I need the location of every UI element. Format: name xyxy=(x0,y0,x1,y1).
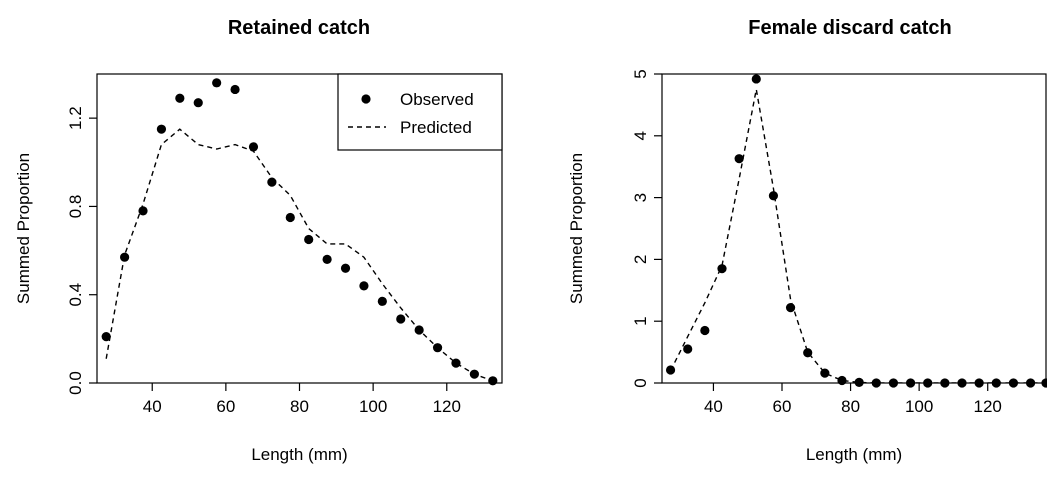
legend-box xyxy=(337,73,503,151)
observed-point xyxy=(820,368,830,378)
observed-point xyxy=(285,212,295,223)
observed-point xyxy=(905,378,916,388)
x-tick-label: 120 xyxy=(433,397,461,416)
x-tick-label: 100 xyxy=(905,397,933,416)
observed-point xyxy=(451,358,461,368)
retained-catch-panel: Retained catch Length (mm) Summed Proporti… xyxy=(14,17,503,464)
x-tick-label: 120 xyxy=(974,397,1002,416)
x-axis-label: Length (mm) xyxy=(251,445,347,464)
data-layer xyxy=(105,128,494,382)
chart-title: Retained catch xyxy=(228,17,370,39)
y-tick-label: 1.2 xyxy=(66,106,85,130)
observed-point xyxy=(267,177,277,187)
legend: Observed Predicted xyxy=(337,73,503,151)
x-tick-label: 40 xyxy=(704,397,723,416)
observed-point xyxy=(717,264,727,274)
x-tick-label: 60 xyxy=(216,397,235,416)
observed-point xyxy=(340,263,351,273)
x-tick-label: 100 xyxy=(359,397,387,416)
observed-point xyxy=(469,369,479,379)
x-axis-label: Length (mm) xyxy=(806,445,902,464)
observed-point xyxy=(101,332,111,342)
observed-point xyxy=(230,84,240,95)
y-tick-label: 0.4 xyxy=(66,283,85,307)
legend-observed-label: Observed xyxy=(400,90,474,109)
observed-point xyxy=(248,142,259,152)
observed-point xyxy=(837,375,847,386)
legend-observed-marker xyxy=(361,94,371,104)
data-layer xyxy=(669,89,1046,383)
observed-point xyxy=(923,378,933,388)
x-tick-label: 80 xyxy=(841,397,860,416)
x-tick-label: 80 xyxy=(290,397,309,416)
observed-point xyxy=(193,98,203,108)
observed-point xyxy=(432,343,443,353)
y-axis-label: Summed Proportion xyxy=(14,153,33,304)
observed-point xyxy=(1008,378,1019,388)
female-discard-catch-panel: Female discard catch Length (mm) Summed Pr… xyxy=(567,17,1047,464)
y-tick-label: 3 xyxy=(631,193,650,202)
x-tick-label: 60 xyxy=(773,397,792,416)
observed-point xyxy=(212,78,222,88)
observed-point xyxy=(854,377,864,387)
y-tick-label: 2 xyxy=(631,255,650,264)
observed-point xyxy=(768,191,779,201)
observed-point xyxy=(175,93,185,103)
y-tick-label: 5 xyxy=(631,69,650,78)
observed-point xyxy=(488,376,498,386)
y-tick-label: 4 xyxy=(631,131,650,140)
observed-point xyxy=(785,303,796,313)
observed-point xyxy=(322,254,332,264)
observed-point xyxy=(359,281,369,291)
y-tick-label: 0.8 xyxy=(66,195,85,219)
observed-point xyxy=(871,378,881,388)
legend-predicted-label: Predicted xyxy=(400,118,472,137)
y-tick-label: 0 xyxy=(631,378,650,387)
observed-point xyxy=(396,314,406,324)
observed-point xyxy=(803,348,813,358)
observed-point xyxy=(700,325,710,336)
observed-point xyxy=(734,154,744,164)
observed-point xyxy=(683,344,693,354)
observed-point xyxy=(1025,378,1036,388)
observed-point xyxy=(751,74,761,84)
y-axis-label: Summed Proportion xyxy=(567,153,586,304)
predicted-line xyxy=(669,89,1046,383)
observed-point xyxy=(1041,378,1047,388)
observed-point xyxy=(414,325,424,335)
observed-point xyxy=(120,252,130,262)
x-tick-label: 40 xyxy=(143,397,162,416)
observed-point xyxy=(156,124,167,134)
observed-point xyxy=(974,378,984,388)
plot-frame xyxy=(661,73,1047,384)
predicted-line xyxy=(105,128,494,382)
y-tick-label: 0.0 xyxy=(66,371,85,395)
observed-point xyxy=(377,296,387,306)
observed-point xyxy=(991,378,1001,388)
observed-point xyxy=(888,378,899,388)
observed-point xyxy=(940,378,950,388)
observed-point xyxy=(304,234,314,245)
observed-point xyxy=(665,365,676,375)
chart-title: Female discard catch xyxy=(748,17,951,39)
observed-point xyxy=(957,378,967,388)
y-tick-label: 1 xyxy=(631,316,650,325)
observed-point xyxy=(138,206,148,216)
